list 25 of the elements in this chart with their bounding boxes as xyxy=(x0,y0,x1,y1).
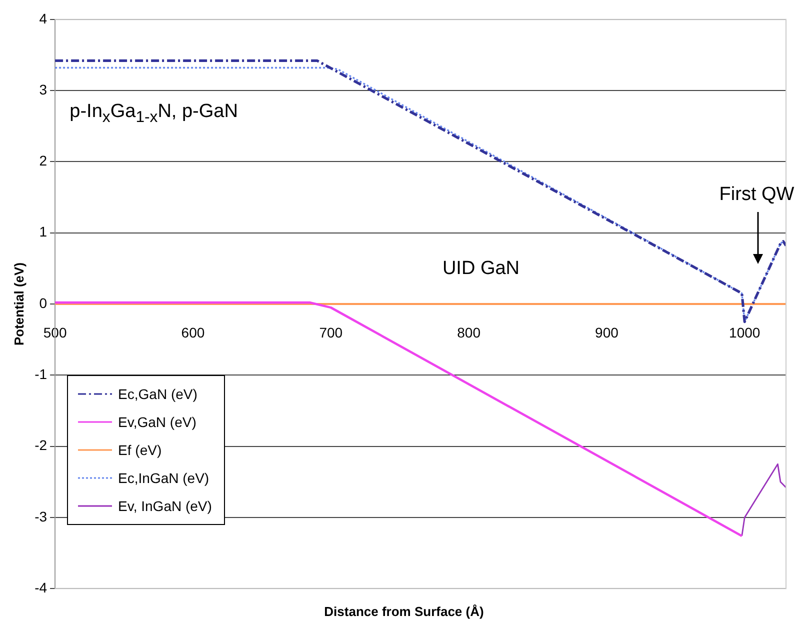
y-tick-label: 3 xyxy=(39,81,48,98)
y-tick-label: -3 xyxy=(34,508,48,524)
x-tick-label: 700 xyxy=(319,324,343,340)
y-tick-label: -4 xyxy=(34,579,48,596)
x-tick-label: 900 xyxy=(595,324,619,340)
y-tick-label: 2 xyxy=(39,152,48,169)
y-tick-label: 1 xyxy=(39,224,48,240)
y-tick-label: -1 xyxy=(34,366,48,382)
x-tick-label: 1000 xyxy=(729,324,760,340)
x-tick-label: 500 xyxy=(43,324,67,340)
y-tick-label: -2 xyxy=(34,437,48,454)
legend-label: Ef (eV) xyxy=(118,442,162,458)
x-tick-label: 600 xyxy=(181,324,205,340)
y-axis-title: Potential (eV) xyxy=(11,262,26,346)
legend-label: Ev, InGaN (eV) xyxy=(118,498,212,514)
annotation: First QW xyxy=(719,184,794,206)
y-tick-label: 0 xyxy=(39,294,48,311)
y-tick-label: 4 xyxy=(39,10,48,26)
legend-label: Ec,GaN (eV) xyxy=(118,386,198,402)
annotation: p-In$_{x}$Ga$_{1-x}$N, p-GaN xyxy=(70,101,238,128)
annotation: UID GaN xyxy=(442,258,520,280)
legend-label: Ev,GaN (eV) xyxy=(118,414,196,430)
legend-label: Ec,InGaN (eV) xyxy=(118,470,210,486)
x-axis-title: Distance from Surface (Å) xyxy=(323,604,485,619)
x-tick-label: 800 xyxy=(457,324,481,340)
